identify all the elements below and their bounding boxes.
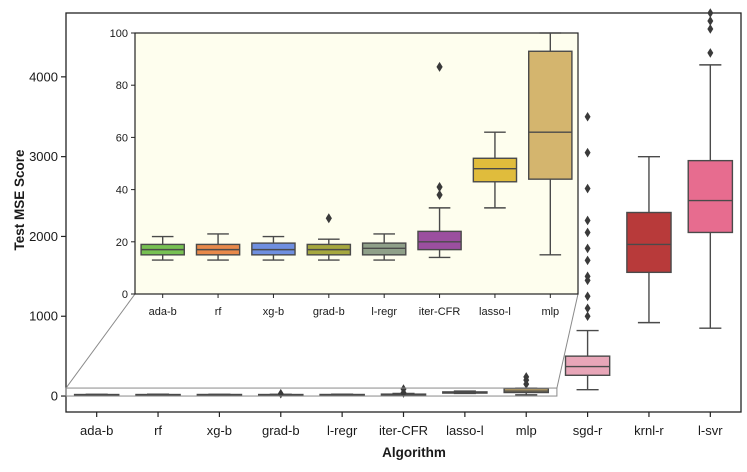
- x-tick-label-grad-b: grad-b: [262, 423, 300, 438]
- x-tick-label-rf: rf: [154, 423, 162, 438]
- main-box-sgd-r-outlier: [584, 311, 591, 322]
- inset-y-tick-label: 60: [116, 132, 128, 144]
- x-tick-label-mlp: mlp: [516, 423, 537, 438]
- inset-box-mlp-box: [528, 50, 573, 180]
- x-tick-label-lasso-l: lasso-l: [446, 423, 484, 438]
- inset-x-tick-label-xg-b: xg-b: [263, 306, 284, 318]
- main-box-sgd-r-outlier: [584, 291, 591, 302]
- main-box-l-svr-outlier: [707, 8, 714, 18]
- x-tick-label-sgd-r: sgd-r: [573, 423, 603, 438]
- main-box-sgd-r-outlier: [584, 255, 591, 266]
- main-box-krnl-r-box: [626, 211, 672, 274]
- inset-x-tick-label-iter-CFR: iter-CFR: [419, 306, 461, 318]
- x-tick-label-ada-b: ada-b: [80, 423, 113, 438]
- inset-y-tick-label: 100: [110, 28, 128, 40]
- main-box-l-svr-outlier: [707, 16, 714, 26]
- y-tick-label: 4000: [29, 69, 58, 84]
- inset-x-tick-label-lasso-l: lasso-l: [479, 306, 511, 318]
- inset-x-tick-label-rf: rf: [215, 306, 223, 318]
- inset-y-tick-label: 20: [116, 237, 128, 249]
- inset-x-tick-label-grad-b: grad-b: [313, 306, 345, 318]
- main-box-mlp-outlier: [523, 372, 530, 382]
- main-box-iter-CFR-outlier: [400, 384, 407, 394]
- inset-box-grad-b-outlier: [325, 213, 332, 224]
- main-box-sgd-r-outlier: [584, 243, 591, 254]
- main-box-sgd-r-outlier: [584, 271, 591, 282]
- main-box-l-svr-box: [687, 159, 734, 234]
- main-box-sgd-r-outlier: [584, 303, 591, 314]
- inset-box-lasso-l-box: [472, 157, 518, 183]
- inset-x-tick-label-ada-b: ada-b: [149, 306, 177, 318]
- x-axis-title: Algorithm: [382, 445, 446, 460]
- main-box-sgd-r-outlier: [584, 147, 591, 158]
- main-box-sgd-r-outlier: [584, 215, 591, 226]
- x-tick-label-iter-CFR: iter-CFR: [379, 423, 428, 438]
- inset-plot: 0 20 40 60 80 100 ada-b rf xg-b grad-b l-regr iter-…: [65, 28, 579, 397]
- inset-x-tick-label-mlp: mlp: [541, 306, 559, 318]
- inset-box-iter-CFR-box: [417, 230, 462, 251]
- inset-y-tick-label: 80: [116, 80, 128, 92]
- main-box-l-svr-outlier: [707, 48, 714, 58]
- inset-y-tick-label: 0: [122, 289, 128, 301]
- inset-box-iter-CFR-outlier: [436, 181, 443, 192]
- y-tick-label: 2000: [29, 229, 58, 244]
- y-axis-title: Test MSE Score: [12, 149, 27, 251]
- main-box-l-svr-outlier: [707, 24, 714, 34]
- inset-x-tick-label-l-regr: l-regr: [371, 306, 397, 318]
- zoom-region-rect: [65, 387, 558, 397]
- x-tick-label-xg-b: xg-b: [207, 423, 232, 438]
- x-tick-label-l-regr: l-regr: [327, 423, 358, 438]
- main-box-sgd-r-box: [564, 355, 611, 376]
- zoom-connector-right: [556, 293, 579, 389]
- y-tick-label: 1000: [29, 309, 58, 324]
- inset-box-iter-CFR-outlier: [436, 61, 443, 72]
- inset-y-tick-label: 40: [116, 185, 128, 197]
- y-tick-label: 3000: [29, 149, 58, 164]
- x-tick-label-l-svr: l-svr: [698, 423, 723, 438]
- inset-box-iter-CFR-outlier: [436, 189, 443, 200]
- x-tick-label-krnl-r: krnl-r: [634, 423, 664, 438]
- main-box-sgd-r-outlier: [584, 111, 591, 122]
- zoom-connector-left: [65, 293, 136, 389]
- main-box-sgd-r-outlier: [584, 183, 591, 194]
- main-box-sgd-r-outlier: [584, 227, 591, 238]
- y-tick-label: 0: [51, 389, 58, 404]
